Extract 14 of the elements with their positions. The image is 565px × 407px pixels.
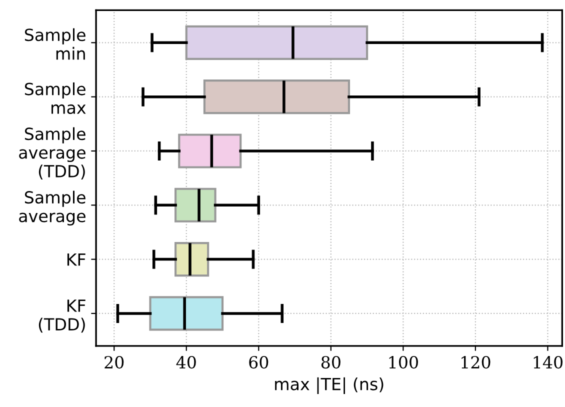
x-tick-label: 120 (462, 356, 490, 369)
x-tick-label: 40 (176, 356, 196, 369)
y-tick-label: Sample min (24, 28, 86, 60)
x-tick-label: 80 (321, 356, 340, 369)
x-tick-label: 60 (249, 356, 268, 369)
y-tick-label: KF (67, 253, 86, 266)
x-axis-title: max |TE| (ns) (275, 377, 384, 394)
x-tick-label: 100 (389, 356, 418, 369)
y-tick-label: Sample max (24, 82, 86, 114)
y-tick-label: Sample average (19, 190, 86, 226)
x-tick-label: 140 (534, 356, 563, 369)
y-tick-label: Sample average (TDD) (19, 127, 86, 180)
x-tick-label: 20 (104, 356, 124, 369)
y-tick-label: KF (TDD) (38, 300, 86, 333)
